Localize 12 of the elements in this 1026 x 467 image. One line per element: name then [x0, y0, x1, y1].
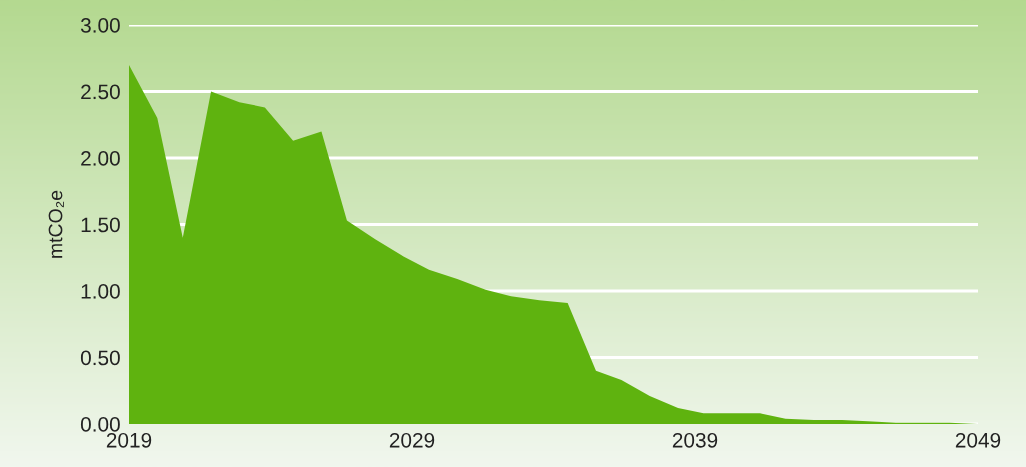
y-tick-label: 0.00 — [80, 417, 120, 432]
y-tick-label: 3.00 — [80, 18, 120, 33]
y-tick-label: 2.50 — [81, 84, 120, 100]
y-axis-title: mtCO₂e — [48, 190, 64, 258]
x-tick-label: 2039 — [672, 432, 718, 448]
x-tick-label: 2049 — [955, 432, 1001, 448]
x-tick-label: 2019 — [106, 432, 152, 448]
y-tick-label: 1.50 — [81, 217, 120, 233]
y-tick-label: 1.00 — [81, 284, 120, 299]
x-tick-label: 2029 — [389, 432, 435, 448]
y-tick-label: 2.00 — [81, 151, 120, 166]
y-tick-label: 0.50 — [80, 350, 120, 366]
